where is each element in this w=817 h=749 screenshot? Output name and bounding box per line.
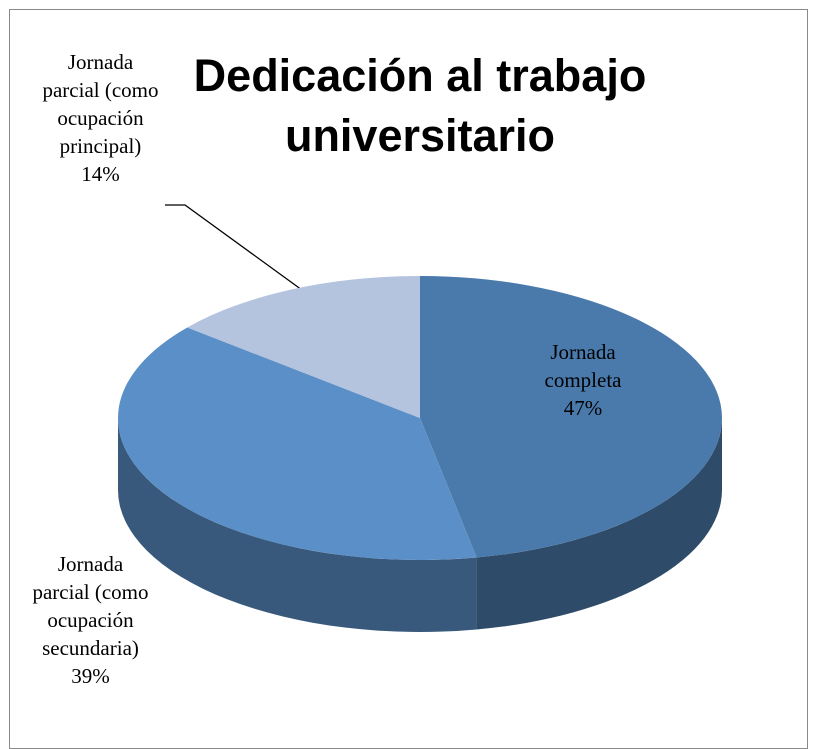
label-value: 47% <box>563 396 603 420</box>
chart-title: Dedicación al trabajo universitario <box>193 50 647 161</box>
label-category: Jornada parcial (como ocupación secundar… <box>32 552 149 660</box>
data-label: Jornada parcial (como ocupación secundar… <box>28 550 153 690</box>
label-category: Jornada completa <box>544 340 622 392</box>
slice <box>187 276 420 418</box>
label-category: Jornada parcial (como ocupación principa… <box>42 50 159 158</box>
data-label: Jornada completa 47% <box>518 338 648 422</box>
label-value: 14% <box>81 162 120 186</box>
data-label: Jornada parcial (como ocupación principa… <box>38 48 163 188</box>
slice <box>117 327 477 561</box>
slice-side <box>476 418 722 630</box>
leader-line <box>165 204 303 291</box>
slice <box>420 276 723 558</box>
chart <box>117 204 723 632</box>
label-value: 39% <box>71 664 110 688</box>
slice-side <box>118 418 477 632</box>
page: Dedicación al trabajo universitario Jorn… <box>9 9 808 749</box>
